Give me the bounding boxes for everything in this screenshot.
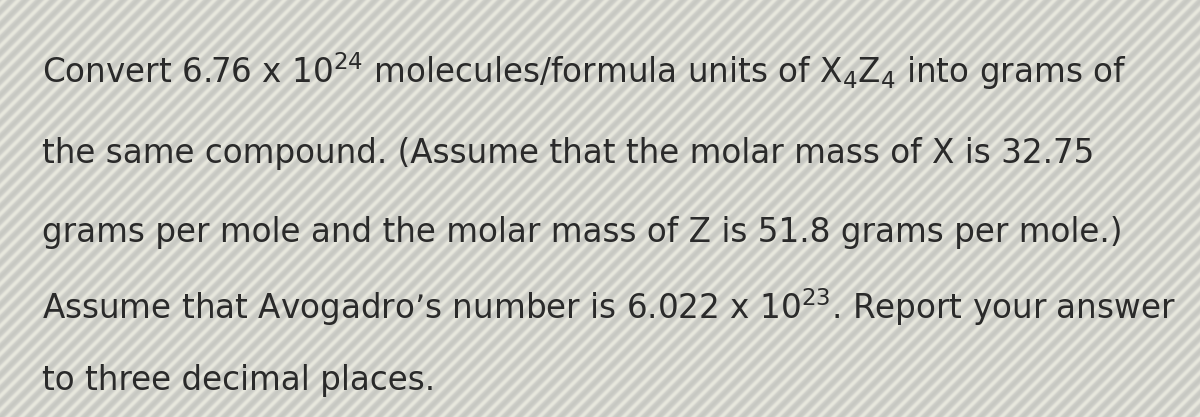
Text: Convert 6.76 x 10$^{24}$ molecules/formula units of X$_{4}$Z$_{4}$ into grams of: Convert 6.76 x 10$^{24}$ molecules/formu… (42, 50, 1127, 93)
Text: grams per mole and the molar mass of Z is 51.8 grams per mole.): grams per mole and the molar mass of Z i… (42, 216, 1122, 249)
Text: the same compound. (Assume that the molar mass of X is 32.75: the same compound. (Assume that the mola… (42, 137, 1094, 170)
Text: to three decimal places.: to three decimal places. (42, 364, 436, 397)
Text: Assume that Avogadro’s number is 6.022 x 10$^{23}$. Report your answer: Assume that Avogadro’s number is 6.022 x… (42, 286, 1176, 328)
